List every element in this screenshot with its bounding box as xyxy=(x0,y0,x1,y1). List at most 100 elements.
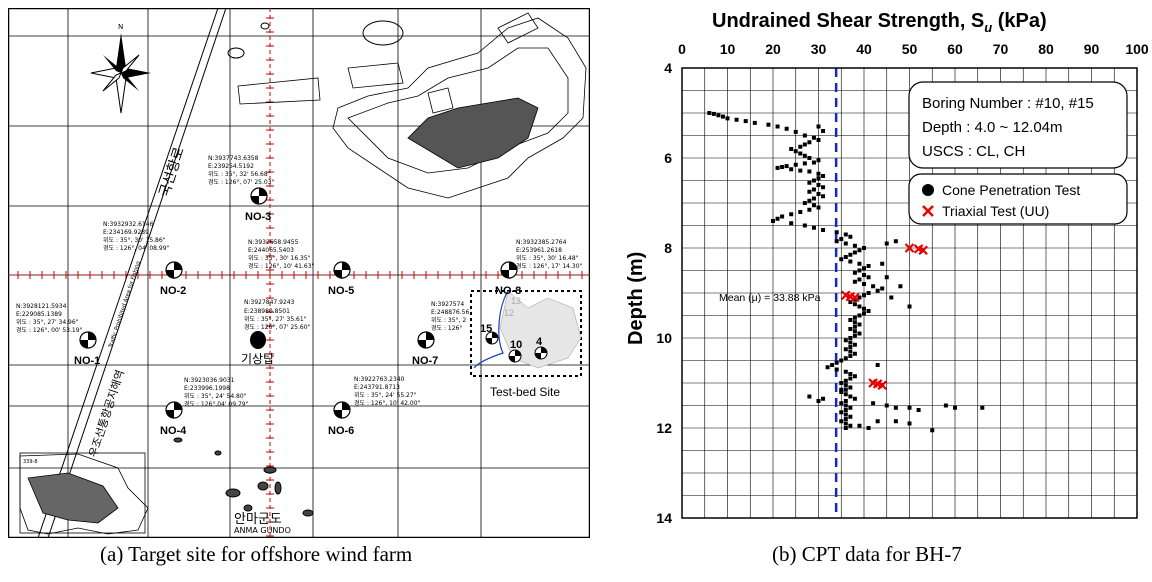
uu-point xyxy=(850,292,860,303)
cpt-point xyxy=(862,306,866,311)
station-lat: 위도 : 35°, 30' 16.35" xyxy=(248,254,311,262)
cpt-point xyxy=(852,320,857,325)
cpt-point xyxy=(839,387,844,392)
y-axis-label: Depth (m) xyxy=(625,252,647,345)
cpt-point xyxy=(907,405,912,410)
cpt-point xyxy=(866,426,871,430)
cpt-point xyxy=(775,216,780,221)
cpt-point xyxy=(789,212,794,217)
station-lat: 위도 : 35°, 32' 56.68" xyxy=(208,170,271,178)
cpt-point xyxy=(866,291,871,295)
info-line-1: Boring Number : #10, #15 xyxy=(922,95,1094,112)
cpt-point xyxy=(862,246,866,250)
station-coord-e: E:244065.5403 xyxy=(248,247,294,254)
cpt-point xyxy=(816,171,821,176)
cpt-point xyxy=(843,378,848,383)
station-lon: 경도 : 126° xyxy=(431,325,462,332)
x-tick-labels: 0 10 20 30 40 50 60 70 80 90 100 xyxy=(678,41,1149,57)
boring-label: 15 xyxy=(480,323,492,335)
cpt-point xyxy=(848,340,853,345)
station-coord-n: N:3923036.9031 xyxy=(184,377,235,384)
cpt-point xyxy=(811,160,816,165)
north-label: N xyxy=(118,23,123,31)
y-tick-label: 12 xyxy=(656,420,672,436)
station-lat: 위도 : 35°, 2 xyxy=(431,316,466,324)
cpt-point xyxy=(852,374,857,379)
cpt-point xyxy=(852,342,857,347)
cpt-point xyxy=(898,284,903,289)
boring-label: 12 xyxy=(504,308,514,318)
caption-b: (b) CPT data for BH-7 xyxy=(772,542,962,566)
boring-13: 13 xyxy=(511,296,521,306)
station-label: NO-1 xyxy=(74,355,100,367)
x-tick-label: 70 xyxy=(993,41,1009,57)
cpt-point xyxy=(862,266,866,271)
cpt-point xyxy=(843,421,848,426)
cpt-point xyxy=(839,257,844,262)
station-lon: 경도 : 126°, 00' 53.19" xyxy=(16,327,83,334)
cpt-point xyxy=(811,135,816,140)
cpt-point xyxy=(839,419,844,424)
cpt-point xyxy=(798,210,803,214)
cpt-point xyxy=(816,183,821,187)
cpt-point xyxy=(775,165,780,170)
cpt-point xyxy=(852,302,857,307)
test-bed-label: Test-bed Site xyxy=(490,385,560,399)
island-small-ne xyxy=(227,20,404,59)
cpt-point xyxy=(916,408,921,412)
cpt-point xyxy=(852,243,857,248)
cpt-point xyxy=(889,295,894,300)
x-tick-label: 0 xyxy=(678,41,686,57)
route-line-1 xyxy=(37,8,219,538)
cpt-point xyxy=(843,369,848,374)
cpt-point xyxy=(843,255,848,259)
cpt-point xyxy=(848,405,853,410)
cpt-point xyxy=(852,333,857,338)
y-tick-label: 14 xyxy=(656,510,672,526)
cpt-point xyxy=(866,275,871,280)
cpt-point xyxy=(807,198,812,203)
boring-12: 12 xyxy=(504,308,514,318)
cpt-point xyxy=(789,167,794,172)
station-lon: 경도 : 126°, 10' 41.63" xyxy=(248,263,315,270)
cpt-point xyxy=(802,223,807,228)
cpt-point xyxy=(775,124,780,129)
station-lat: 위도 : 35°, 24' 54.80" xyxy=(184,392,247,400)
station-coord-n: N:3922763.2340 xyxy=(354,376,405,383)
chart-title: Undrained Shear Strength, Su (kPa) xyxy=(712,10,1047,35)
cpt-point xyxy=(848,394,853,399)
cpt-point xyxy=(802,133,807,138)
cpt-point xyxy=(816,176,821,181)
test-bed-site: Test-bed Site xyxy=(470,290,582,399)
cpt-point xyxy=(880,261,885,266)
x-tick-label: 30 xyxy=(811,41,827,57)
cpt-point xyxy=(720,114,725,119)
station-coord-e: E:239254.5192 xyxy=(208,163,254,170)
cpt-point xyxy=(852,270,857,275)
cpt-point xyxy=(930,428,935,433)
cpt-point xyxy=(825,365,830,370)
cpt-point xyxy=(848,252,853,257)
cpt-point xyxy=(871,401,876,406)
cpt-point xyxy=(811,178,816,183)
cpt-point xyxy=(875,288,880,293)
cpt-point xyxy=(862,273,866,277)
cpt-point xyxy=(866,309,871,313)
cpt-point xyxy=(843,417,848,421)
cpt-point xyxy=(821,396,826,401)
cpt-point xyxy=(798,151,803,156)
y-tick-label: 8 xyxy=(664,240,672,256)
station-lon: 경도 : 126°, 07' 25.03" xyxy=(208,179,275,186)
cpt-point xyxy=(893,405,898,410)
station-label: NO-6 xyxy=(328,425,354,437)
cpt-point xyxy=(857,248,862,253)
legend-cpt-label: Cone Penetration Test xyxy=(942,182,1080,198)
station-coord-e: E:233996.1998 xyxy=(184,385,230,392)
boring-label: 13 xyxy=(511,296,521,306)
cpt-point xyxy=(843,426,848,430)
uu-point xyxy=(877,380,887,391)
cpt-point xyxy=(943,403,948,408)
